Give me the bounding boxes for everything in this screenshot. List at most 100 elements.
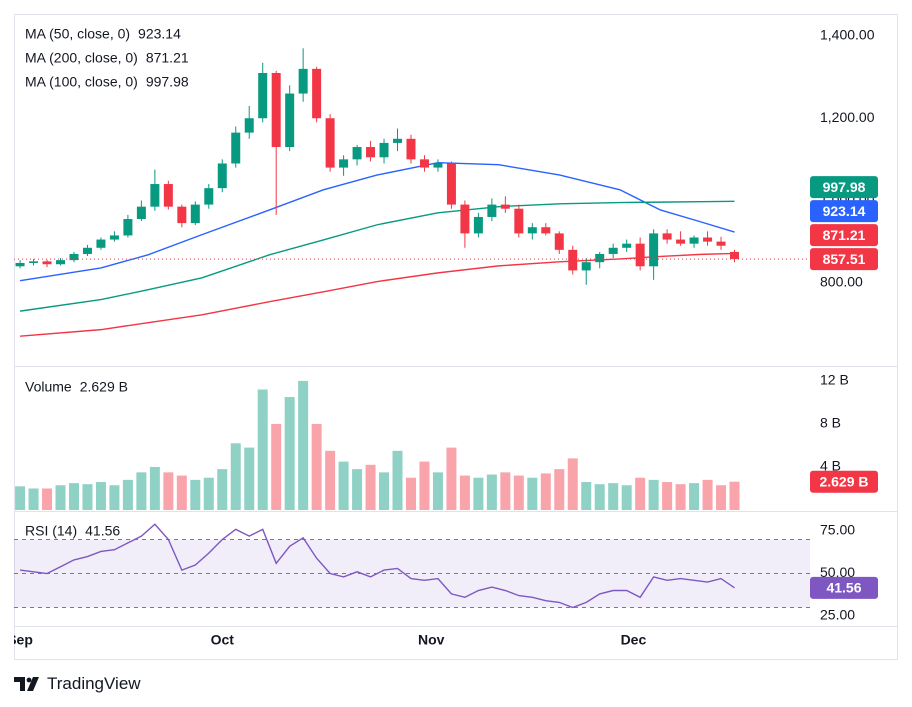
moving-average-line [19, 200, 735, 312]
candle-body [662, 233, 672, 240]
candle-body [123, 218, 133, 236]
price-badge [810, 224, 878, 247]
volume-bar [608, 483, 619, 510]
y-tick-label: 800.00 [820, 273, 863, 289]
candle-body [622, 243, 632, 248]
candle-body [298, 68, 308, 94]
candle-body [716, 241, 726, 246]
volume-bar [298, 380, 309, 510]
volume-bar [190, 479, 201, 510]
volume-bar [230, 443, 241, 510]
x-tick-label: Oct [211, 632, 235, 648]
candle-body [163, 184, 173, 207]
volume-bar [163, 472, 174, 510]
candle-body [15, 263, 25, 267]
volume-bar [365, 464, 376, 510]
volume-bar [257, 389, 268, 510]
rsi-band [14, 539, 810, 608]
candle-body [285, 93, 295, 148]
volume-bar [109, 485, 120, 510]
y-tick-label: 25.00 [820, 607, 855, 623]
volume-bar [68, 483, 79, 510]
y-tick-label: 8 B [820, 415, 841, 431]
volume-bar [594, 484, 605, 510]
legend-name: MA (200, close, 0) [25, 50, 138, 66]
legend-name: Volume [25, 379, 72, 395]
candle-body [608, 247, 618, 254]
rsi-badge-text: 41.56 [826, 580, 861, 596]
volume-bar [244, 447, 255, 510]
legend-value: 871.21 [146, 50, 189, 66]
candle-body [689, 237, 699, 244]
price-badge-text: 923.14 [823, 203, 866, 219]
legend-value: 41.56 [85, 523, 120, 539]
volume-bar [42, 488, 53, 510]
candle-body [177, 206, 187, 224]
volume-bar [527, 477, 538, 510]
candle-body [109, 235, 119, 240]
candle-body [460, 204, 470, 234]
candle-body [150, 184, 160, 207]
volume-bar [554, 469, 565, 510]
volume-bar [392, 450, 403, 510]
candle-body [136, 206, 146, 219]
volume-bar [379, 472, 390, 510]
volume-bar [513, 475, 524, 510]
price-badge [810, 248, 878, 271]
candle-body [554, 233, 564, 250]
candle-body [56, 260, 66, 265]
volume-bar [217, 469, 228, 510]
price-badge-text: 857.51 [823, 251, 866, 267]
volume-bar [136, 472, 147, 510]
volume-bar [662, 482, 673, 510]
candle-body [258, 72, 268, 119]
logo-mark [27, 677, 39, 691]
volume-bar [648, 479, 659, 510]
candle-body [42, 261, 52, 265]
price-badge [810, 176, 878, 199]
volume-bar [432, 472, 443, 510]
volume-badge [810, 470, 878, 493]
volume-bar [675, 484, 686, 510]
volume-bar [95, 482, 106, 510]
candle-body [649, 233, 659, 267]
y-tick-label: 50.00 [820, 564, 855, 580]
volume-bar [729, 481, 740, 510]
volume-bar [716, 485, 727, 510]
volume-bar [311, 423, 322, 510]
candle-body [406, 138, 416, 160]
volume-bar [28, 488, 39, 510]
logo[interactable]: TradingView [14, 674, 141, 693]
volume-bar [82, 484, 93, 510]
legend-value: 923.14 [138, 26, 181, 42]
volume-bar [581, 482, 592, 510]
candle-body [527, 227, 537, 234]
volume-bar [405, 477, 416, 510]
volume-bar [500, 472, 511, 510]
candle-body [568, 249, 578, 271]
volume-bar [55, 485, 66, 510]
y-tick-label: 4 B [820, 458, 841, 474]
y-tick-label: 1,400.00 [820, 27, 875, 43]
legend-name: MA (50, close, 0) [25, 26, 130, 42]
rsi-line [19, 523, 735, 609]
volume-bar [621, 485, 632, 510]
candle-body [204, 188, 214, 205]
volume-bar [149, 466, 160, 510]
price-badge-text: 997.98 [823, 179, 866, 195]
x-tick-label: Sep [7, 632, 33, 648]
rsi-badge [810, 576, 878, 599]
candle-body [581, 262, 591, 271]
candle-body [379, 142, 389, 158]
volume-bar [271, 423, 282, 510]
candle-body [366, 147, 376, 158]
volume-bar [325, 450, 336, 510]
candle-body [393, 138, 403, 143]
volume-bar [540, 473, 551, 510]
x-axis: Sep Oct Nov Dec [7, 632, 646, 648]
volume-bar [338, 461, 349, 510]
candle-body [419, 159, 429, 168]
candle-body [541, 227, 551, 234]
legend-value: 2.629 B [80, 379, 128, 395]
